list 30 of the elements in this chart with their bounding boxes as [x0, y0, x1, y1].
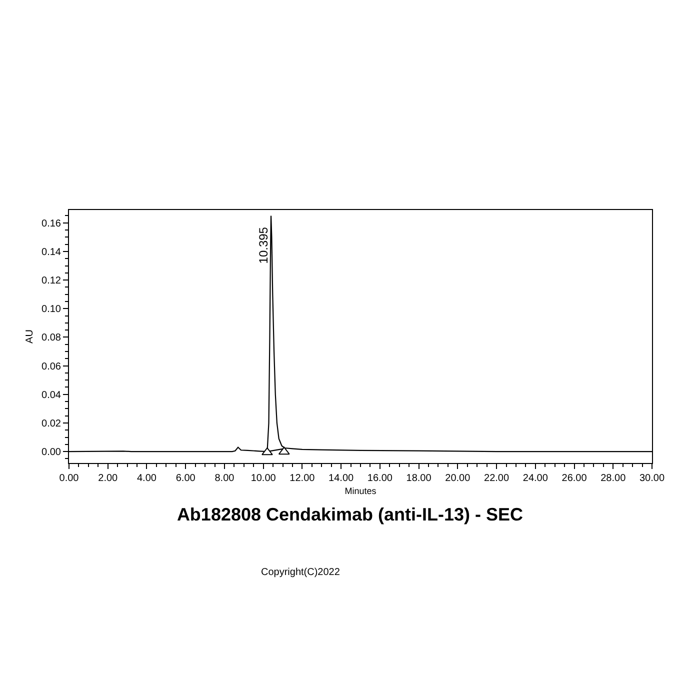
x-tick-label: 6.00 [176, 473, 196, 484]
x-tick-label: 30.00 [639, 473, 665, 484]
x-tick-label: 28.00 [600, 473, 626, 484]
y-tick-label: 0.08 [42, 332, 62, 344]
x-tick-label: 20.00 [445, 473, 471, 484]
y-axis-title: AU [24, 330, 36, 344]
y-tick-label: 0.02 [42, 418, 62, 430]
x-tick-label: 2.00 [98, 473, 118, 484]
y-tick-label: 0.06 [42, 361, 62, 372]
x-tick-label: 22.00 [484, 473, 510, 484]
x-tick-label: 24.00 [522, 473, 548, 484]
y-tick-label: 0.10 [42, 304, 62, 316]
x-tick-label: 18.00 [406, 473, 432, 484]
y-tick-label: 0.16 [42, 218, 62, 230]
y-tick-label: 0.14 [42, 246, 62, 258]
x-tick-label: 12.00 [290, 473, 316, 484]
y-tick-label: 0.04 [42, 390, 62, 401]
x-tick-label: 0.00 [59, 473, 80, 484]
x-tick-label: 16.00 [367, 473, 393, 484]
x-tick-label: 4.00 [136, 473, 157, 484]
x-axis-title: Minutes [344, 486, 377, 496]
x-tick-label: 10.00 [250, 473, 276, 484]
y-tick-label: 0.12 [42, 276, 62, 287]
y-tick-label: 0.00 [42, 447, 62, 458]
text: Copyright(C)2022 [261, 567, 340, 578]
x-tick-label: 14.00 [328, 473, 354, 484]
x-tick-label: 8.00 [214, 473, 235, 484]
x-tick-label: 26.00 [562, 473, 588, 484]
annotation: 10.395 [256, 226, 270, 264]
text: Ab182808 Cendakimab (anti-IL-13) - SEC [176, 504, 524, 524]
